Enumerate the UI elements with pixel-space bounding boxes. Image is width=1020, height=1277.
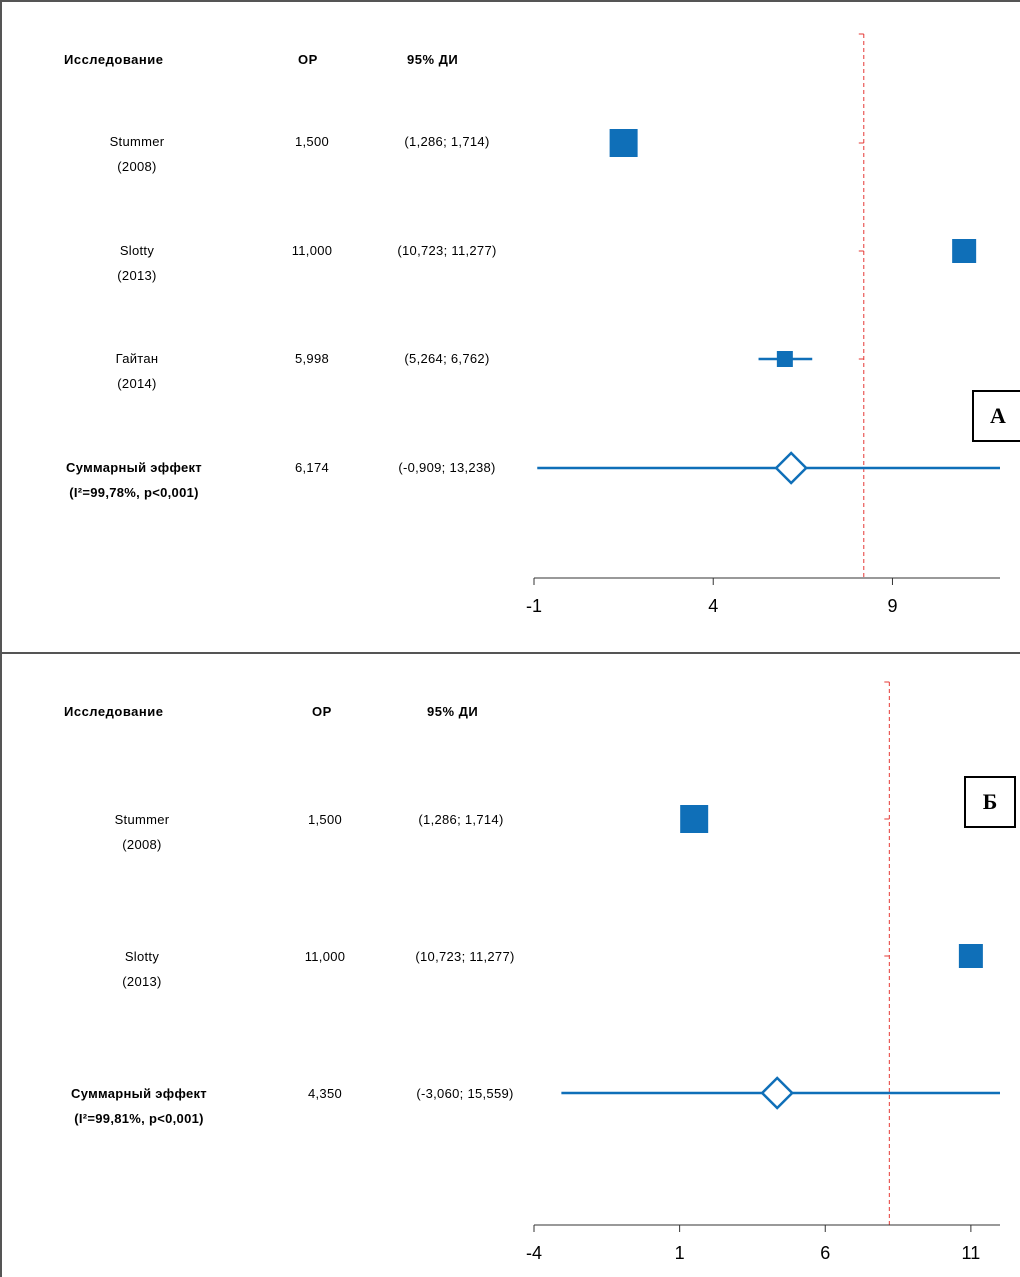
study-name-cell: Гайтан (2014) <box>87 351 187 391</box>
study-name: Stummer <box>114 812 170 827</box>
or-value: 5,998 <box>294 351 330 366</box>
summary-stats: (I²=99,78%, p<0,001) <box>69 485 199 500</box>
summary-diamond <box>774 451 808 485</box>
study-marker <box>952 239 977 263</box>
x-tick-label: 6 <box>820 1243 830 1263</box>
study-marker <box>958 944 983 968</box>
x-tick-label: 9 <box>887 596 897 616</box>
study-name: Stummer <box>109 134 165 149</box>
study-name: Slotty <box>119 243 155 258</box>
forest-plot-panel-a: Исследование ОР 95% ДИ Stummer (2008) 1,… <box>0 0 1020 652</box>
summary-label: Суммарный эффект <box>71 1086 207 1101</box>
ci-value: (10,723; 11,277) <box>397 243 497 258</box>
study-name-cell: Slotty (2013) <box>92 949 192 989</box>
study-name-cell: Stummer (2008) <box>87 134 187 174</box>
summary-diamond <box>760 1076 794 1110</box>
ci-value: (5,264; 6,762) <box>404 351 490 366</box>
study-marker <box>776 351 793 367</box>
header-ci: 95% ДИ <box>407 52 459 67</box>
summary-ci-value: (-0,909; 13,238) <box>398 460 496 475</box>
summary-or-value: 6,174 <box>294 460 330 475</box>
study-name-cell: Slotty (2013) <box>87 243 187 283</box>
summary-ci-value: (-3,060; 15,559) <box>416 1086 514 1101</box>
or-value: 1,500 <box>307 812 343 827</box>
summary-or-value: 4,350 <box>307 1086 343 1101</box>
study-marker <box>609 129 638 157</box>
summary-stats: (I²=99,81%, p<0,001) <box>74 1111 204 1126</box>
ci-value: (1,286; 1,714) <box>418 812 504 827</box>
x-tick-label: 1 <box>675 1243 685 1263</box>
ci-value: (10,723; 11,277) <box>415 949 515 964</box>
or-value: 11,000 <box>291 243 333 258</box>
study-year: (2013) <box>122 974 162 989</box>
x-tick-label: 11 <box>962 1243 981 1263</box>
panel-label-a: А <box>972 390 1020 442</box>
panel-label-b: Б <box>964 776 1016 828</box>
summary-label: Суммарный эффект <box>66 460 202 475</box>
header-or: ОР <box>298 52 318 67</box>
study-name: Slotty <box>124 949 160 964</box>
study-name-cell: Stummer (2008) <box>92 812 192 852</box>
header-ci: 95% ДИ <box>427 704 479 719</box>
or-value: 1,500 <box>294 134 330 149</box>
header-or: ОР <box>312 704 332 719</box>
x-tick-label: 4 <box>708 596 718 616</box>
forest-plot-area-a: -1 4 9 <box>526 33 1000 616</box>
header-study: Исследование <box>64 704 164 719</box>
ci-value: (1,286; 1,714) <box>404 134 490 149</box>
forest-plot-area-b: -4 1 6 11 <box>526 681 1000 1263</box>
summary-label-cell: Суммарный эффект (I²=99,78%, p<0,001) <box>24 460 244 500</box>
study-year: (2008) <box>117 159 157 174</box>
header-study: Исследование <box>64 52 164 67</box>
summary-label-cell: Суммарный эффект (I²=99,81%, p<0,001) <box>24 1086 254 1126</box>
x-tick-label: -4 <box>526 1243 542 1263</box>
or-value: 11,000 <box>304 949 346 964</box>
study-marker <box>680 805 709 833</box>
study-year: (2014) <box>117 376 157 391</box>
forest-plot-panel-b: Исследование ОР 95% ДИ Stummer (2008) 1,… <box>0 652 1020 1277</box>
study-name: Гайтан <box>115 351 159 366</box>
x-tick-label: -1 <box>526 596 542 616</box>
study-year: (2008) <box>122 837 162 852</box>
study-year: (2013) <box>117 268 157 283</box>
